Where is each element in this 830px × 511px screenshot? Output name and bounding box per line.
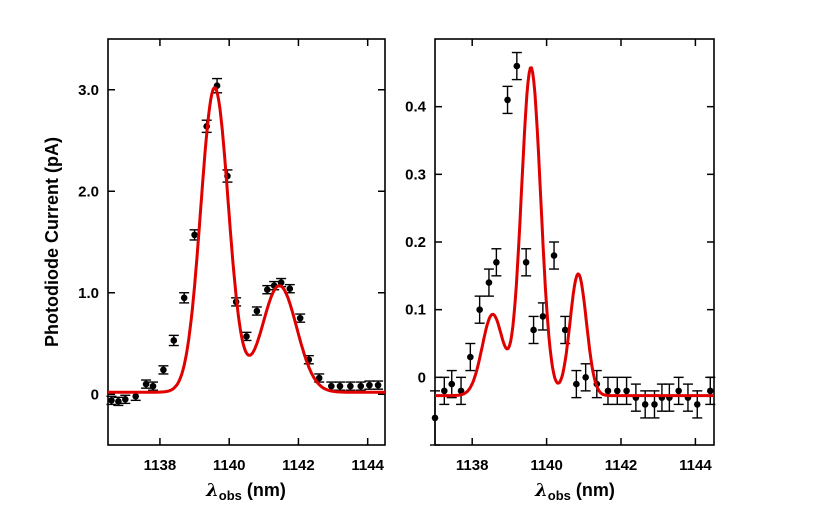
left-data-point <box>286 285 294 292</box>
right-y-tick-label: 0 <box>418 369 426 386</box>
right-data-point <box>550 252 558 259</box>
left-x-axis-subscript: obs <box>219 488 242 503</box>
right-y-tick-label: 0.1 <box>405 302 426 319</box>
right-data-point <box>604 387 612 395</box>
right-data-point <box>522 259 530 266</box>
right-data-point <box>431 414 439 422</box>
left-errorbars <box>106 77 384 407</box>
left-data-point <box>108 397 115 404</box>
left-data-point <box>347 382 354 390</box>
right-data-point <box>504 96 511 104</box>
right-data-point <box>561 326 569 334</box>
left-data-point <box>253 307 261 315</box>
left-data-point <box>315 374 323 382</box>
right-x-axis-symbol: λ <box>534 480 548 501</box>
left-x-axis-unit: (nm) <box>247 480 286 500</box>
left-data-point <box>191 231 198 239</box>
right-errorbars <box>430 51 716 446</box>
right-x-axis-title: λobs (nm) <box>534 480 615 503</box>
right-data-point <box>582 374 589 381</box>
right-ticks <box>435 39 714 445</box>
left-x-tick-label: 1144 <box>351 457 384 474</box>
left-ticks <box>108 39 385 445</box>
left-data-point <box>374 381 382 389</box>
left-data-point <box>160 366 167 374</box>
left-data-point <box>115 398 122 405</box>
right-data-point <box>457 387 465 395</box>
left-data-point <box>328 382 335 390</box>
left-tick-labels: 1138 1140 1142 1144 0 1.0 2.0 3.0 <box>78 82 384 474</box>
right-data-point <box>573 380 580 388</box>
left-x-axis-symbol: λ <box>205 480 219 501</box>
left-data-point <box>263 286 271 294</box>
left-data-point <box>243 333 250 340</box>
right-data-point <box>476 306 483 313</box>
right-data-point <box>441 387 448 395</box>
left-y-tick-label: 2.0 <box>78 183 99 200</box>
right-x-tick-label: 1142 <box>605 457 638 474</box>
left-data-point <box>122 396 129 403</box>
left-x-tick-label: 1140 <box>213 457 246 474</box>
right-data-point <box>485 279 493 286</box>
left-data-point <box>336 382 344 390</box>
right-x-axis-unit: (nm) <box>576 480 615 500</box>
right-x-tick-label: 1144 <box>679 457 712 474</box>
right-fit-curve <box>434 66 715 398</box>
left-data-point <box>180 294 188 302</box>
left-x-axis-title: λobs (nm) <box>205 480 286 503</box>
right-data-point <box>623 387 630 395</box>
right-data-point <box>675 387 682 395</box>
left-plot-frame <box>107 38 386 446</box>
left-y-axis-title: Photodiode Current (pA) <box>42 137 62 347</box>
left-data-points <box>108 82 382 405</box>
panel-left: 1138 1140 1142 1144 0 1.0 2.0 3.0 Photodiode Cu… <box>42 38 386 503</box>
left-y-tick-label: 0 <box>91 386 99 403</box>
left-data-point <box>296 314 304 322</box>
left-data-point <box>132 392 139 400</box>
right-data-point <box>513 62 521 70</box>
left-y-tick-label: 1.0 <box>78 285 99 302</box>
right-data-point <box>539 313 547 320</box>
left-data-point <box>142 380 150 388</box>
left-y-tick-label: 3.0 <box>78 82 99 99</box>
left-data-point <box>149 382 157 390</box>
right-y-tick-label: 0.4 <box>405 99 427 116</box>
panel-right: 1138 1140 1142 1144 0 0.1 0.2 0.3 0.4 λobs (nm) <box>405 38 716 503</box>
right-data-point <box>613 387 621 395</box>
right-data-point <box>530 326 537 334</box>
right-data-point <box>467 353 474 361</box>
right-tick-labels: 1138 1140 1142 1144 0 0.1 0.2 0.3 0.4 <box>405 99 712 474</box>
left-data-point <box>366 381 373 389</box>
right-data-point <box>693 401 701 408</box>
right-x-axis-subscript: obs <box>548 488 571 503</box>
right-y-tick-label: 0.2 <box>405 234 426 251</box>
right-data-point <box>493 259 500 266</box>
right-data-point <box>641 401 649 408</box>
left-x-tick-label: 1138 <box>144 457 177 474</box>
right-data-point <box>651 401 658 408</box>
right-x-tick-label: 1140 <box>530 457 563 474</box>
right-data-points <box>431 62 714 422</box>
left-data-point <box>170 337 178 344</box>
left-fit-curve <box>107 86 386 394</box>
left-x-tick-label: 1142 <box>282 457 315 474</box>
right-y-tick-label: 0.3 <box>405 166 426 183</box>
right-x-tick-label: 1138 <box>456 457 489 474</box>
left-data-point <box>357 382 365 390</box>
right-data-point <box>706 387 714 395</box>
right-data-point <box>448 380 456 388</box>
